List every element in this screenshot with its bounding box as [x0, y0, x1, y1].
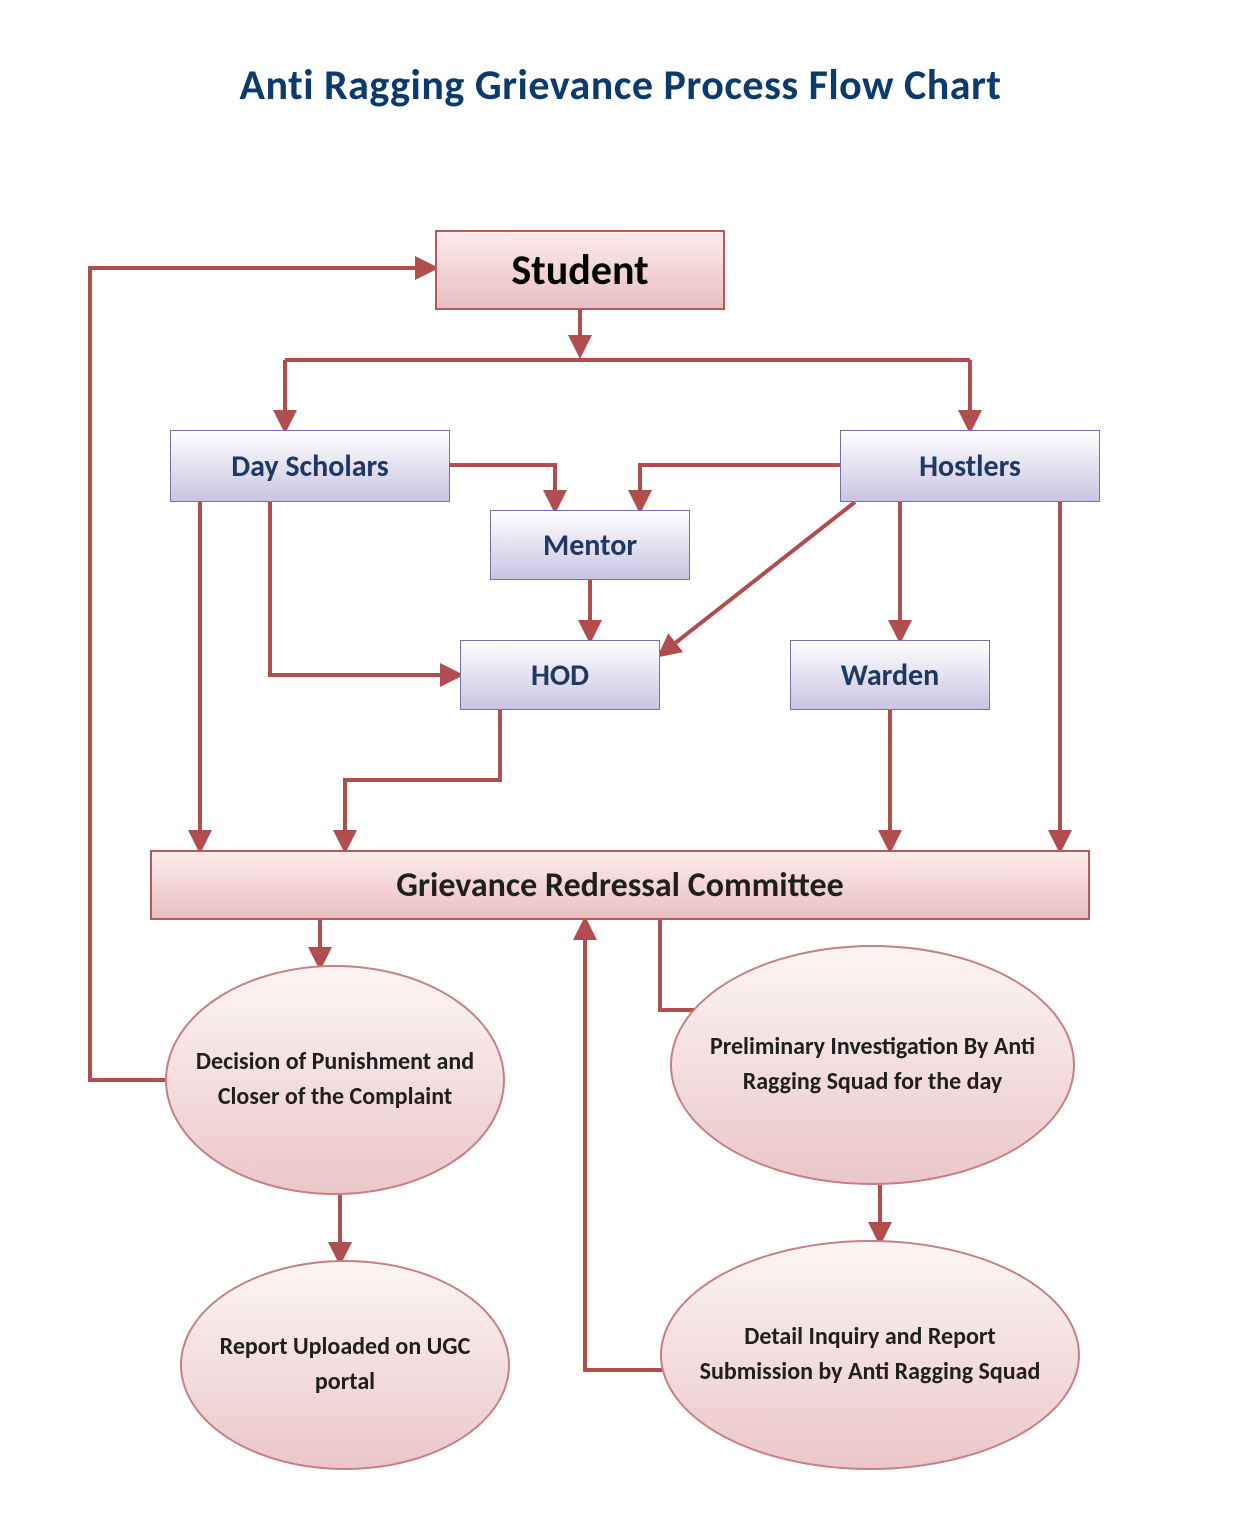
node-prelim: Preliminary Investigation By Anti Raggin…	[670, 945, 1075, 1185]
edge-ds-to-mentor	[450, 465, 555, 510]
edge-hod-to-grc	[345, 710, 500, 850]
node-hostlers: Hostlers	[840, 430, 1100, 502]
edge-decision-to-student	[90, 268, 435, 1080]
edge-detail-back-to-grc	[585, 920, 695, 1370]
node-label-grc: Grievance Redressal Committee	[396, 865, 844, 906]
node-label-detail: Detail Inquiry and Report Submission by …	[690, 1320, 1050, 1390]
node-label-mentor: Mentor	[543, 527, 637, 564]
node-label-hostlers: Hostlers	[919, 448, 1021, 485]
node-label-dayscholars: Day Scholars	[231, 448, 389, 485]
node-label-report: Report Uploaded on UGC portal	[210, 1330, 480, 1400]
node-hod: HOD	[460, 640, 660, 710]
node-detail: Detail Inquiry and Report Submission by …	[660, 1240, 1080, 1470]
node-dayscholars: Day Scholars	[170, 430, 450, 502]
node-report: Report Uploaded on UGC portal	[180, 1260, 510, 1470]
node-label-prelim: Preliminary Investigation By Anti Raggin…	[700, 1030, 1045, 1100]
flowchart-canvas: Anti Ragging Grievance Process Flow Char…	[0, 0, 1241, 1539]
node-mentor: Mentor	[490, 510, 690, 580]
edge-ds-to-hod	[270, 502, 460, 675]
node-label-warden: Warden	[841, 657, 940, 694]
node-grc: Grievance Redressal Committee	[150, 850, 1090, 920]
node-decision: Decision of Punishment and Closer of the…	[165, 965, 505, 1195]
node-warden: Warden	[790, 640, 990, 710]
node-label-hod: HOD	[531, 657, 589, 694]
node-label-decision: Decision of Punishment and Closer of the…	[195, 1045, 475, 1115]
chart-title: Anti Ragging Grievance Process Flow Char…	[0, 60, 1241, 111]
edge-hostlers-to-mentor	[640, 465, 840, 510]
node-label-student: Student	[511, 245, 648, 296]
node-student: Student	[435, 230, 725, 310]
